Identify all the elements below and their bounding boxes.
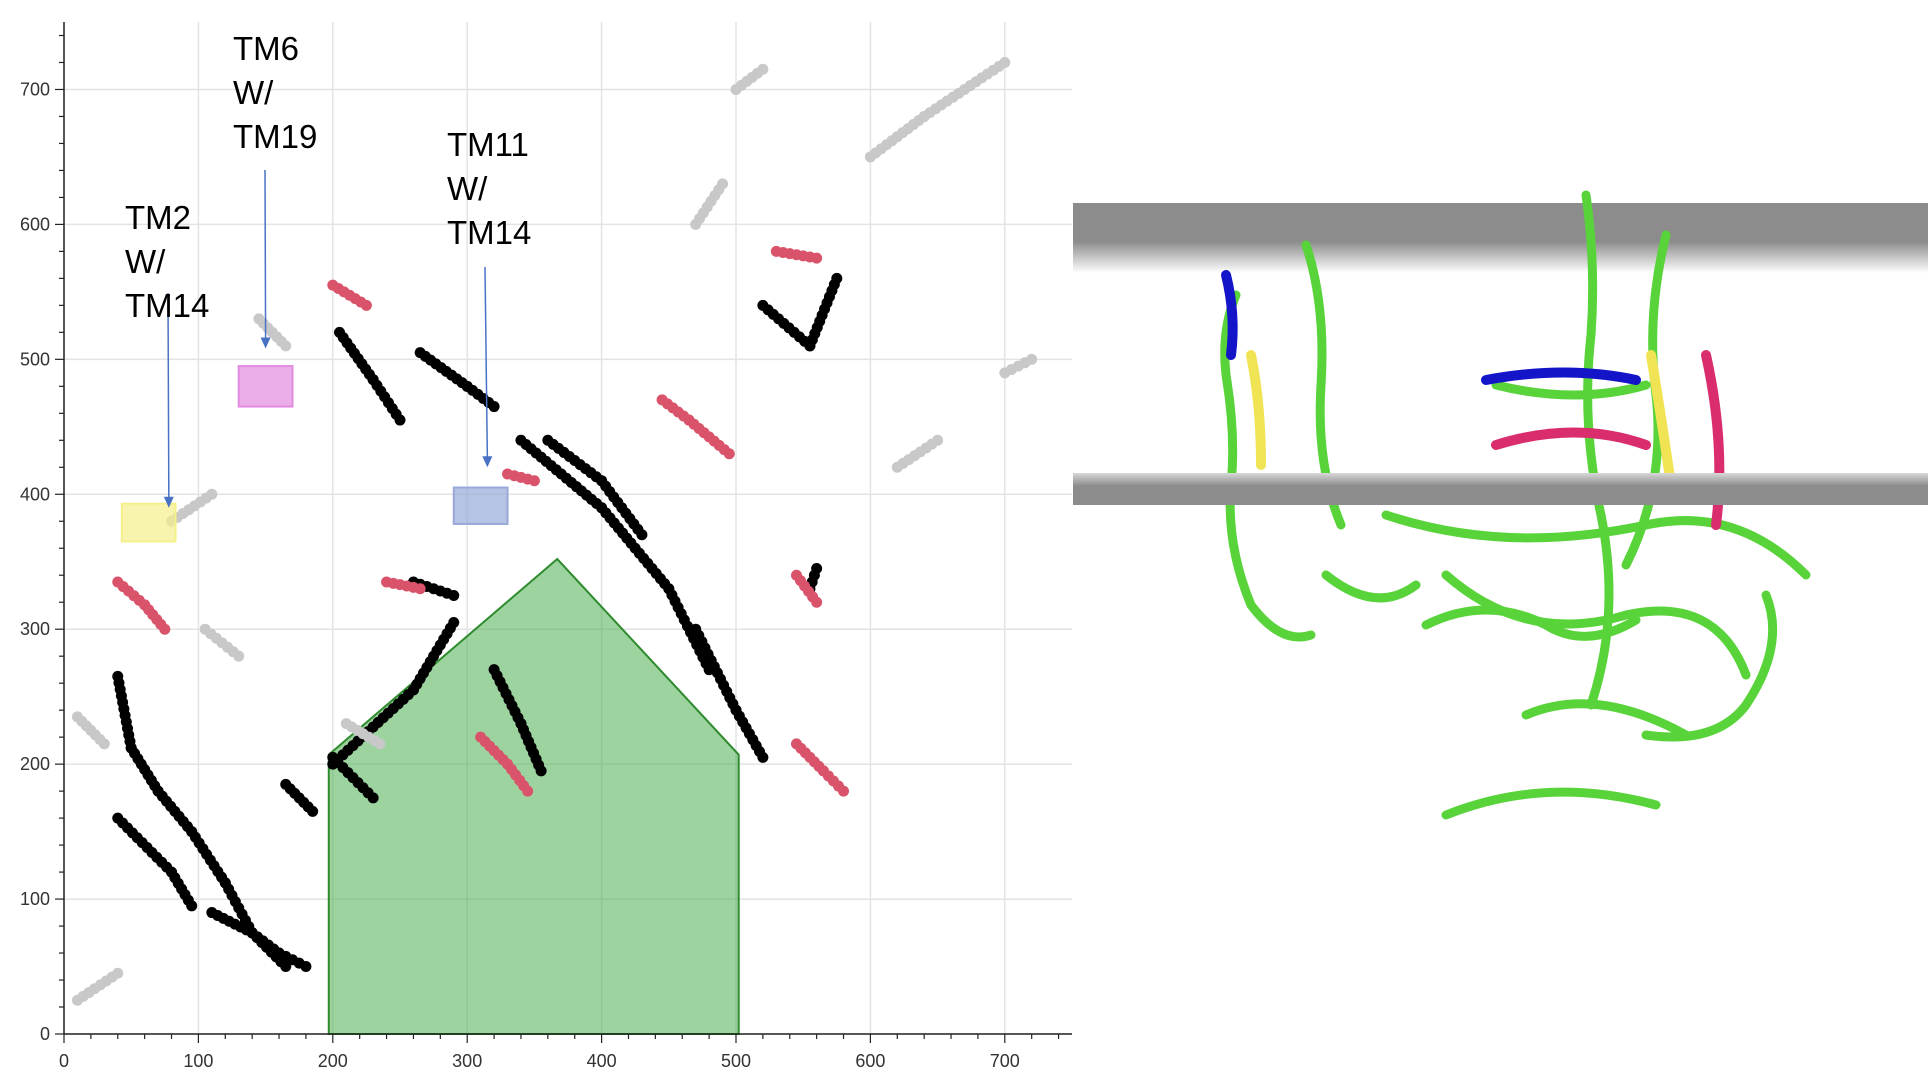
data-point bbox=[374, 738, 386, 750]
grid bbox=[63, 22, 1072, 1035]
data-point bbox=[280, 340, 292, 352]
annotation-arrowhead bbox=[260, 337, 271, 349]
data-point bbox=[838, 785, 850, 797]
x-tick-label: 200 bbox=[318, 1051, 348, 1071]
green-pentagon bbox=[327, 557, 740, 1035]
x-tick-label: 100 bbox=[183, 1051, 213, 1071]
protein-structure-image bbox=[1073, 190, 1928, 820]
data-point bbox=[367, 792, 379, 804]
annotation-arrowhead bbox=[163, 496, 174, 508]
data-point bbox=[717, 178, 729, 190]
x-tick-label: 0 bbox=[59, 1051, 69, 1071]
data-point bbox=[98, 738, 110, 750]
data-point bbox=[307, 805, 319, 817]
data-point bbox=[280, 961, 292, 973]
y-tick-label: 300 bbox=[20, 619, 50, 639]
annotation-box bbox=[452, 486, 509, 525]
membrane-top bbox=[1073, 203, 1928, 273]
data-point bbox=[112, 967, 124, 979]
data-series bbox=[71, 56, 1038, 1006]
data-point bbox=[723, 448, 735, 460]
series-2 bbox=[71, 56, 1038, 1006]
y-tick-label: 200 bbox=[20, 754, 50, 774]
x-tick-label: 300 bbox=[452, 1051, 482, 1071]
data-point bbox=[1026, 353, 1038, 365]
data-point bbox=[932, 434, 944, 446]
axes: 0 100 200 300 400 500 600 700 0 100 200 300 400 500 60… bbox=[20, 22, 1072, 1071]
annotation-arrow-line bbox=[167, 292, 170, 499]
annotation-label-tm6: TM6 W/ TM19 bbox=[233, 30, 318, 155]
annotations bbox=[120, 169, 509, 543]
annotation-box bbox=[120, 502, 177, 543]
x-tick-label: 700 bbox=[990, 1051, 1020, 1071]
data-point bbox=[360, 299, 372, 311]
x-tick-label: 400 bbox=[587, 1051, 617, 1071]
series-0 bbox=[112, 272, 843, 973]
y-tick-label: 700 bbox=[20, 79, 50, 99]
annotation-label-tm11: TM11 W/ TM14 bbox=[447, 126, 532, 251]
data-point bbox=[394, 414, 406, 426]
x-tick-label: 600 bbox=[855, 1051, 885, 1071]
data-point bbox=[811, 596, 823, 608]
data-point bbox=[636, 529, 648, 541]
annotation-arrowhead bbox=[482, 456, 493, 468]
data-point bbox=[448, 616, 460, 628]
data-point bbox=[535, 765, 547, 777]
helix-highlights bbox=[1221, 270, 1725, 530]
y-tick-label: 400 bbox=[20, 484, 50, 504]
membrane-bottom bbox=[1073, 473, 1928, 505]
data-point bbox=[233, 650, 245, 662]
contact-map-chart: 0 100 200 300 400 500 600 700 0 100 200 300 400 500 60… bbox=[20, 22, 1072, 1071]
annotation-arrow-line bbox=[264, 169, 267, 340]
data-point bbox=[528, 475, 540, 487]
data-point bbox=[448, 589, 460, 601]
data-point bbox=[757, 751, 769, 763]
y-tick-label: 0 bbox=[40, 1024, 50, 1044]
x-tick-label: 500 bbox=[721, 1051, 751, 1071]
data-point bbox=[414, 583, 426, 595]
data-point bbox=[811, 252, 823, 264]
data-point bbox=[522, 785, 534, 797]
series-1 bbox=[112, 245, 850, 797]
data-point bbox=[300, 961, 312, 973]
data-point bbox=[186, 900, 198, 912]
data-point bbox=[488, 401, 500, 413]
annotation-box bbox=[237, 365, 294, 408]
annotation-label-tm2: TM2 W/ TM14 bbox=[125, 199, 210, 324]
data-point bbox=[206, 488, 218, 500]
y-tick-label: 100 bbox=[20, 889, 50, 909]
y-tick-label: 500 bbox=[20, 349, 50, 369]
data-point bbox=[159, 623, 171, 635]
highlight-shapes bbox=[327, 557, 740, 1035]
data-point bbox=[757, 63, 769, 75]
data-point bbox=[831, 272, 843, 284]
data-point bbox=[999, 56, 1011, 68]
y-tick-label: 600 bbox=[20, 214, 50, 234]
annotation-arrow-line bbox=[484, 266, 489, 459]
